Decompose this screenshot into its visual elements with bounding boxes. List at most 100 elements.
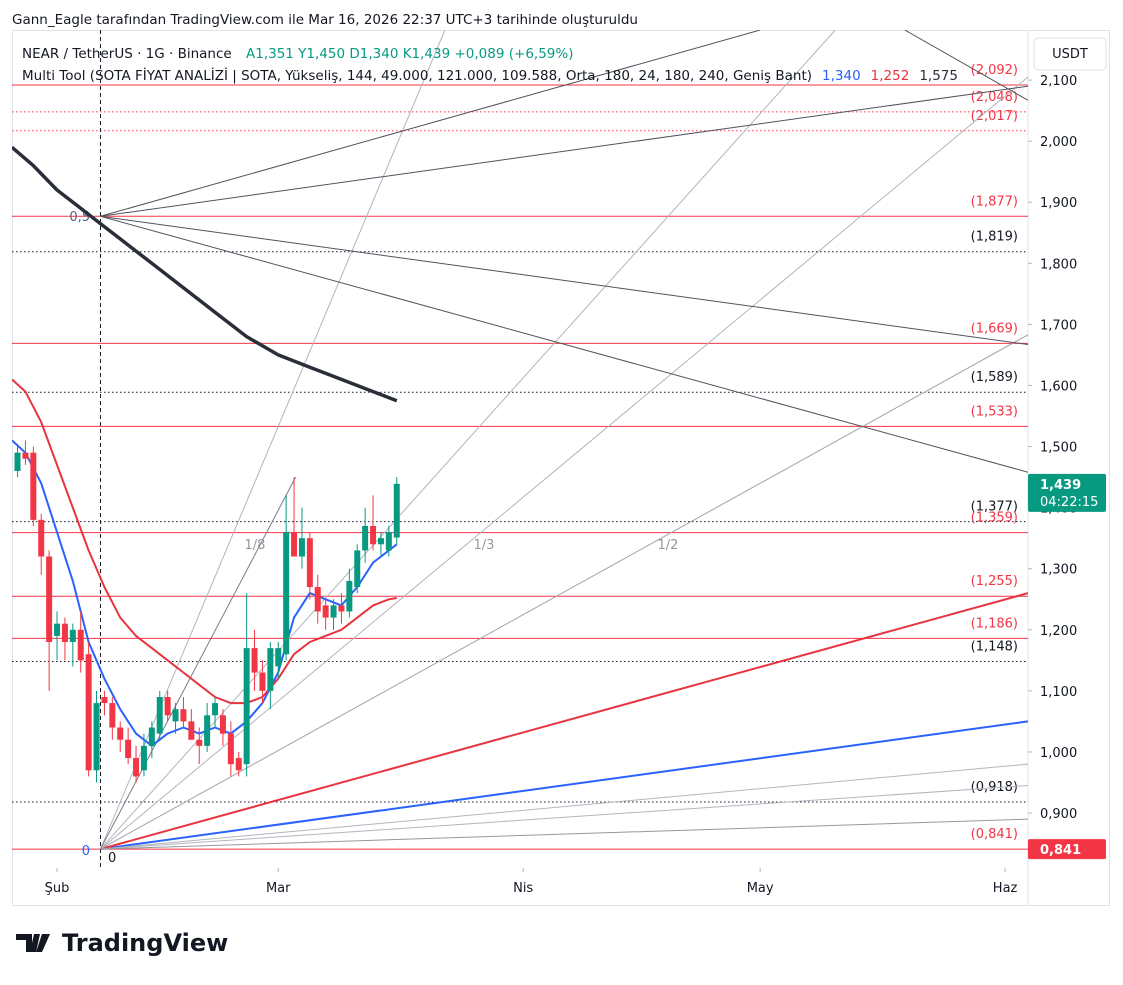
gann-line (904, 30, 1028, 101)
candle-body (140, 745, 147, 771)
candle-body (164, 696, 171, 716)
currency-button[interactable] (1033, 37, 1107, 71)
candle-body (212, 703, 219, 716)
candle-body (38, 519, 45, 557)
candle-body (251, 648, 258, 673)
logo: TradingView (16, 929, 228, 957)
y-tick-label: 2,000 (1040, 135, 1077, 150)
candle-body (377, 538, 384, 545)
gann-line (100, 818, 1028, 850)
candle-body (69, 629, 76, 643)
gann-line (100, 30, 761, 217)
chart-frame (12, 30, 1110, 906)
candle-body (180, 709, 187, 722)
level-label: (2,017) (971, 109, 1018, 124)
candle-body (148, 727, 155, 746)
logo-text: TradingView (62, 929, 228, 957)
candle-body (227, 733, 234, 765)
price-tag-label: 0,841 (1040, 843, 1081, 858)
x-tick-label: Nis (513, 881, 533, 896)
candle-body (298, 538, 305, 557)
fan-label: 1/8 (245, 538, 266, 553)
candle-body (385, 532, 392, 551)
currency-label[interactable]: USDT (1052, 47, 1088, 62)
candle-body (61, 623, 68, 643)
level-label: (1,669) (971, 321, 1018, 336)
candle-body (259, 672, 266, 691)
candle-body (314, 587, 321, 612)
candle-body (267, 648, 274, 691)
y-tick-label: 1,000 (1040, 746, 1077, 761)
candle-body (109, 703, 116, 728)
candle-body (172, 709, 179, 722)
candle-body (54, 623, 61, 636)
indicator-legend: Multi Tool (SOTA FİYAT ANALİZİ | SOTA, Y… (22, 66, 812, 84)
x-tick-label: May (747, 881, 774, 896)
gann-line (100, 215, 1028, 473)
symbol-title: NEAR / TetherUS · 1G · Binance (22, 46, 232, 62)
gann-line (100, 785, 1028, 850)
y-tick-label: 1,500 (1040, 441, 1077, 456)
level-label: (1,819) (971, 230, 1018, 245)
gann-line (100, 476, 297, 850)
candle-body (330, 605, 337, 618)
candle-body (77, 629, 84, 661)
price-tag (1028, 839, 1106, 860)
y-tick-label: 2,100 (1040, 74, 1077, 89)
level-label: (2,048) (971, 90, 1018, 105)
y-tick-label: 1,700 (1040, 318, 1077, 333)
level-label: (1,255) (971, 574, 1018, 589)
moving-average (12, 145, 398, 403)
y-tick-label: 1,100 (1040, 685, 1077, 700)
credit: Gann_Eagle tarafından TradingView.com il… (12, 12, 638, 28)
gann-line (100, 85, 1028, 217)
price-tag (1028, 473, 1106, 512)
y-tick-label: 0,900 (1040, 807, 1077, 822)
candle-body (133, 758, 140, 777)
gann-line (100, 720, 1028, 851)
gann-line (100, 592, 1028, 851)
candle-body (125, 739, 132, 759)
level-label: (1,186) (971, 616, 1018, 631)
candle-body (30, 452, 37, 520)
gann-line (100, 76, 1028, 850)
x-tick-label: Mar (266, 881, 291, 896)
y-tick-label: 1,600 (1040, 379, 1077, 394)
candle-body (85, 654, 92, 771)
candle-body (46, 556, 53, 643)
candle-body (283, 532, 290, 655)
x-tick-label: Şub (45, 881, 70, 896)
candle-body (14, 452, 21, 471)
x-tick-label: Haz (993, 881, 1018, 896)
gann-line (100, 215, 1028, 346)
annotation: 0 (108, 851, 116, 866)
candle-body (156, 696, 163, 734)
level-label: (1,359) (971, 511, 1018, 526)
y-tick-label: 1,900 (1040, 196, 1077, 211)
indicator-value: 1,340 (822, 68, 861, 84)
candle-body (291, 532, 298, 557)
level-label: (2,092) (971, 63, 1018, 78)
candle-body (235, 758, 242, 771)
candle-body (322, 605, 329, 618)
annotation: 0 (82, 844, 90, 859)
indicator-value: 1,575 (919, 68, 958, 84)
candle-body (93, 703, 100, 771)
candle-body (243, 648, 250, 765)
candle-body (362, 525, 369, 551)
axes: 0,9001,0001,1001,2001,3001,4001,5001,600… (45, 74, 1106, 896)
candle-body (354, 550, 361, 588)
candle-body (22, 452, 29, 459)
moving-average (12, 378, 397, 705)
candle-body (393, 483, 400, 538)
level-label: (1,148) (971, 640, 1018, 655)
candle-body (219, 715, 226, 734)
annotation: 0,5 (69, 210, 90, 225)
gann-line (100, 334, 1028, 850)
plot-area: (2,092) (2,048) (2,017) (1,877) (1,819) (1,66… (12, 30, 1028, 868)
candle-body (275, 648, 282, 667)
candle-body (117, 727, 124, 740)
gann-line (100, 763, 1028, 850)
logo-mark (16, 934, 50, 952)
